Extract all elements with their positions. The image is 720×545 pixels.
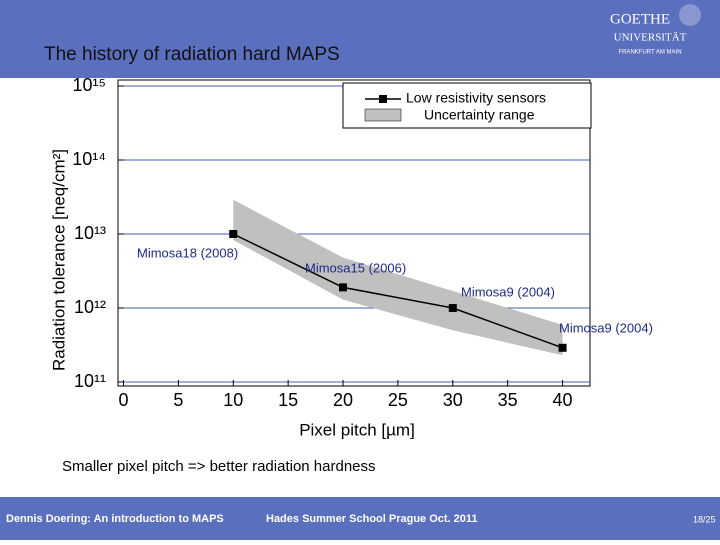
slide-title: The history of radiation hard MAPS [44, 44, 340, 65]
x-tick-label: 10 [223, 390, 243, 410]
point-label: Mimosa15 (2006) [305, 260, 406, 275]
y-tick-label: 10¹¹ [74, 371, 106, 391]
point-label: Mimosa18 (2008) [137, 245, 238, 260]
data-point [558, 343, 567, 352]
y-tick-label: 10¹⁴ [72, 149, 106, 169]
x-tick-label: 15 [278, 390, 298, 410]
header-band [0, 0, 720, 78]
data-point [339, 283, 348, 292]
y-tick-label: 10¹⁵ [73, 75, 106, 95]
x-axis-label: Pixel pitch [µm] [299, 420, 415, 439]
legend-swatch [364, 108, 402, 122]
plot-frame [117, 79, 591, 387]
footer-author: Dennis Doering: An introduction to MAPS [6, 513, 224, 525]
footer-band [0, 497, 720, 540]
series-line [232, 233, 563, 349]
data-point [229, 230, 238, 238]
plot: 10¹¹ 10¹² 10¹³ 10¹⁴ 10¹⁵ 0 5 10 15 20 25 30 35 40 Mimo… [72, 75, 653, 410]
x-tick-label: 30 [443, 390, 463, 410]
x-tick-label: 5 [173, 390, 183, 410]
caption: Smaller pixel pitch => better radiation … [62, 458, 376, 475]
point-label: Mimosa9 (2004) [461, 284, 555, 299]
legend-label: Uncertainty range [424, 107, 535, 123]
y-tick-label: 10¹² [74, 297, 106, 317]
logo-icon [679, 4, 701, 26]
logo-text: FRANKFURT AM MAIN [618, 50, 681, 56]
x-tick-label: 25 [388, 390, 408, 410]
x-tick-label: 35 [498, 390, 518, 410]
x-tick-label: 40 [553, 390, 573, 410]
y-axis-label: Radiation tolerance [neq/cm²] [49, 149, 68, 371]
logo-text: UNIVERSITÄT [614, 32, 687, 44]
page-number: 18/25 [693, 514, 716, 524]
uncertainty-band [233, 199, 563, 356]
y-tick-label: 10¹³ [74, 223, 106, 243]
data-point [448, 304, 457, 312]
footer-event: Hades Summer School Prague Oct. 2011 [266, 513, 478, 525]
legend-label: Low resistivity sensors [406, 90, 546, 106]
legend-marker [379, 95, 387, 103]
logo-text: GOETHE [610, 11, 670, 27]
point-label: Mimosa9 (2004) [559, 320, 653, 335]
x-tick-label: 0 [118, 390, 128, 410]
x-tick-label: 20 [333, 390, 353, 410]
